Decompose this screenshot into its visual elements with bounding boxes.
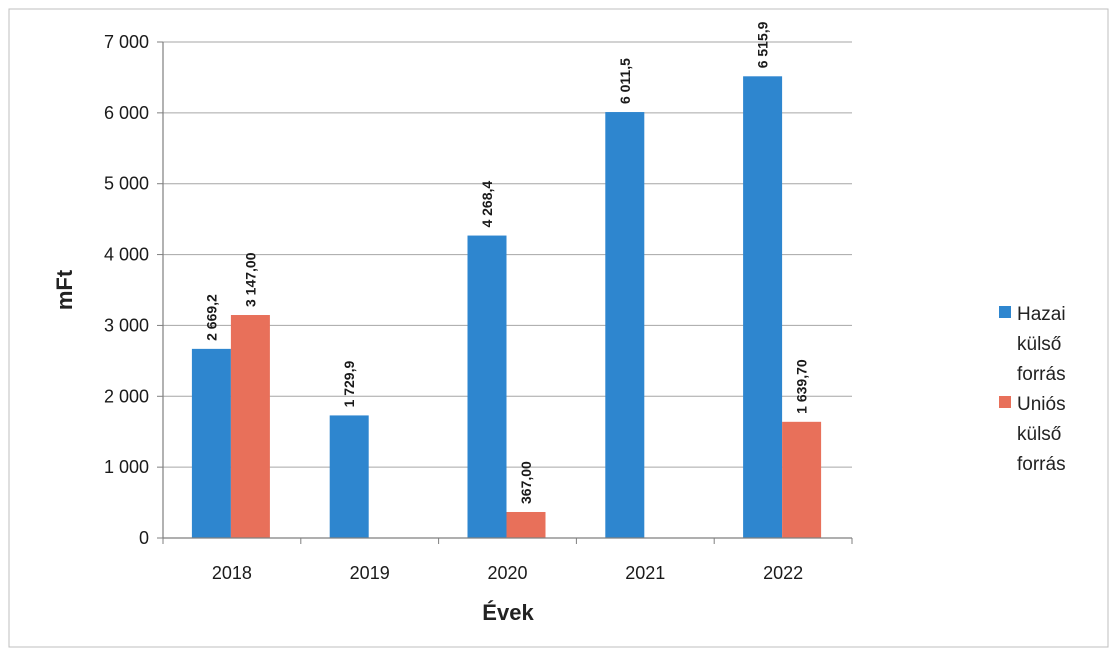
gridlines bbox=[163, 41, 852, 468]
x-axis-title: Évek bbox=[482, 600, 534, 625]
bar-2020-hazai bbox=[467, 235, 507, 538]
bar-2022-hazai bbox=[743, 76, 783, 538]
legend-label: forrás bbox=[1017, 364, 1066, 385]
legend-label: külső bbox=[1017, 424, 1061, 445]
data-label: 3 147,00 bbox=[242, 252, 258, 307]
y-tick-label: 7 000 bbox=[104, 32, 149, 52]
legend: Hazai külső forrás Uniós külső forrás bbox=[999, 304, 1066, 475]
y-tick-label: 0 bbox=[139, 528, 149, 548]
bar-2019-hazai bbox=[329, 415, 369, 538]
legend-label: külső bbox=[1017, 334, 1061, 355]
x-axis: 2018 2019 2020 2021 2022 bbox=[162, 537, 853, 583]
legend-swatch bbox=[999, 306, 1011, 318]
legend-label: Hazai bbox=[1017, 304, 1066, 325]
bar-2020-unios bbox=[506, 511, 546, 538]
data-label: 1 639,70 bbox=[794, 359, 810, 414]
x-tick-label: 2018 bbox=[212, 563, 252, 583]
bars bbox=[191, 76, 822, 538]
y-tick-label: 5 000 bbox=[104, 174, 149, 194]
data-label: 4 268,4 bbox=[479, 181, 495, 228]
data-label: 2 669,2 bbox=[203, 294, 219, 341]
y-tick-label: 6 000 bbox=[104, 103, 149, 123]
bar-2018-hazai bbox=[191, 348, 231, 538]
y-tick-label: 4 000 bbox=[104, 245, 149, 265]
x-tick-label: 2022 bbox=[763, 563, 803, 583]
y-tick-label: 1 000 bbox=[104, 457, 149, 477]
x-tick-label: 2019 bbox=[350, 563, 390, 583]
y-axis-title: mFt bbox=[52, 269, 77, 310]
data-labels: 2 669,2 3 147,00 1 729,9 4 268,4 367,00 6 011… bbox=[203, 21, 809, 504]
x-tick-label: 2021 bbox=[625, 563, 665, 583]
outer-frame bbox=[8, 8, 1109, 648]
data-label: 6 515,9 bbox=[755, 21, 771, 68]
y-axis: 0 1 000 2 000 3 000 4 000 5 000 6 000 7 000 bbox=[104, 32, 164, 548]
legend-swatch bbox=[999, 396, 1011, 408]
bar-2022-unios bbox=[782, 421, 822, 538]
bar-2018-unios bbox=[230, 315, 270, 538]
bar-2021-hazai bbox=[605, 112, 645, 538]
x-tick-label: 2020 bbox=[487, 563, 527, 583]
data-label: 1 729,9 bbox=[341, 361, 357, 408]
y-tick-label: 2 000 bbox=[104, 386, 149, 406]
legend-label: forrás bbox=[1017, 454, 1066, 475]
legend-label: Uniós bbox=[1017, 394, 1066, 415]
data-label: 6 011,5 bbox=[617, 58, 633, 104]
data-label: 367,00 bbox=[518, 461, 534, 504]
y-tick-label: 3 000 bbox=[104, 315, 149, 335]
